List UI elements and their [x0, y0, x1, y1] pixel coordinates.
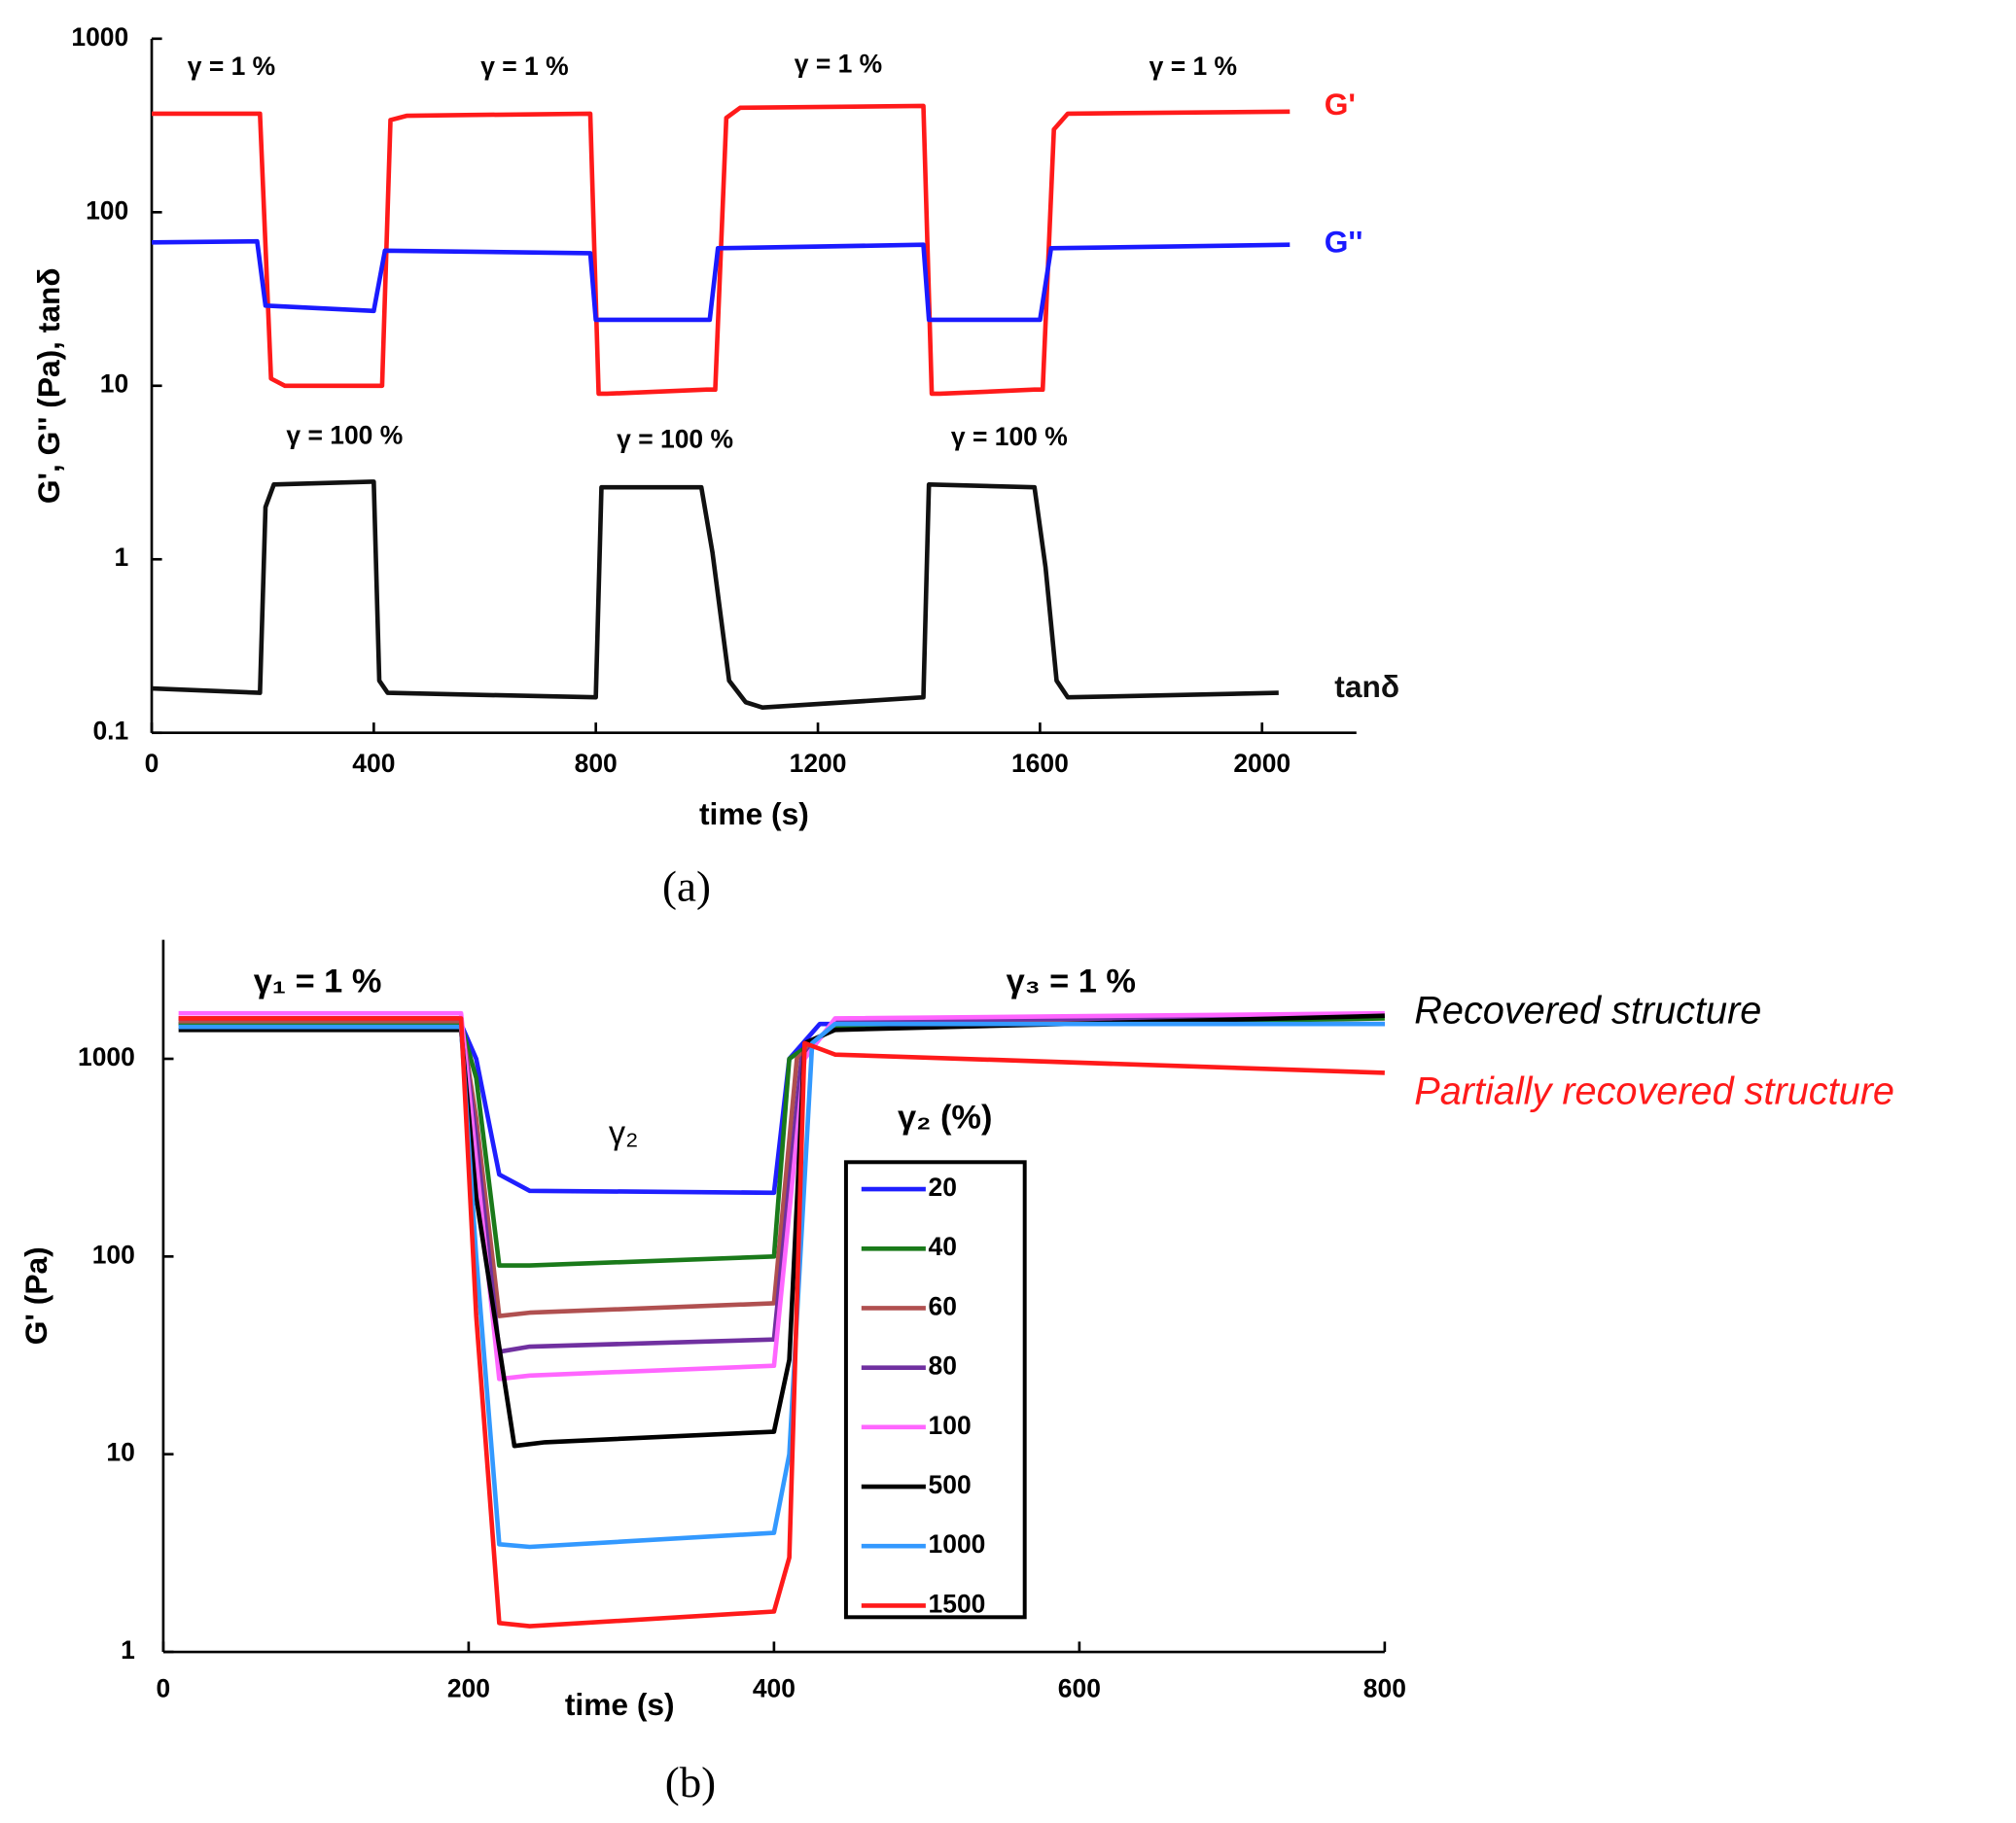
y-tick-label: 100	[92, 1240, 135, 1269]
annotation: γ = 100 %	[286, 421, 403, 450]
x-tick-label: 1600	[1011, 749, 1069, 778]
series-line	[178, 1016, 1385, 1629]
x-tick-label: 600	[1058, 1674, 1101, 1703]
x-tick-label: 800	[575, 749, 618, 778]
y-tick-label: 1000	[71, 22, 128, 52]
caption: (b)	[665, 1758, 716, 1806]
x-tick-label: 1200	[790, 749, 847, 778]
x-tick-label: 200	[447, 1674, 490, 1703]
annotation: Recovered structure	[1414, 989, 1761, 1032]
legend-label: 60	[929, 1291, 957, 1320]
x-tick-label: 400	[753, 1674, 796, 1703]
y-tick-label: 100	[86, 195, 128, 225]
annotation: γ = 1 %	[188, 52, 275, 81]
legend-label: 100	[929, 1411, 972, 1440]
x-tick-label: 0	[157, 1674, 171, 1703]
series-label: G'	[1325, 87, 1356, 122]
series-line	[151, 238, 1291, 323]
legend-label: 40	[929, 1232, 957, 1261]
annotation: γ₃ = 1 %	[1007, 964, 1136, 1000]
series-line	[151, 479, 1279, 711]
annotation: γ = 1 %	[795, 50, 882, 79]
annotation: γ₂	[609, 1115, 639, 1152]
y-tick-label: 10	[106, 1438, 134, 1467]
y-tick-label: 1	[114, 543, 128, 572]
series-label: tanδ	[1334, 669, 1399, 704]
legend-title: γ₂ (%)	[898, 1100, 992, 1137]
y-tick-label: 1	[121, 1635, 135, 1665]
legend-label: 80	[929, 1351, 957, 1381]
x-tick-label: 800	[1363, 1674, 1406, 1703]
annotation: γ = 100 %	[951, 422, 1068, 451]
x-axis-label: time (s)	[565, 1687, 675, 1722]
legend-label: 500	[929, 1470, 972, 1499]
x-tick-label: 0	[145, 749, 159, 778]
series-label: G''	[1325, 225, 1363, 260]
annotation: γ = 1 %	[480, 52, 568, 81]
annotation: Partially recovered structure	[1414, 1070, 1894, 1113]
y-tick-label: 0.1	[92, 717, 128, 746]
x-axis-label: time (s)	[699, 796, 809, 831]
legend-label: 1000	[929, 1529, 986, 1559]
y-tick-label: 1000	[78, 1042, 135, 1071]
y-axis-label: G' (Pa)	[18, 1246, 53, 1345]
annotation: γ = 1 %	[1149, 52, 1237, 81]
x-tick-label: 2000	[1233, 749, 1291, 778]
annotation: γ₁ = 1 %	[254, 964, 382, 1000]
annotation: γ = 100 %	[617, 425, 733, 454]
series-line	[152, 103, 1291, 397]
caption: (a)	[662, 862, 711, 911]
y-tick-label: 10	[100, 369, 128, 399]
x-tick-label: 400	[352, 749, 395, 778]
legend-box	[843, 1160, 1027, 1620]
y-axis-label: G', G'' (Pa), tanδ	[31, 267, 66, 504]
legend-label: 1500	[929, 1589, 986, 1618]
legend-label: 20	[929, 1173, 957, 1202]
